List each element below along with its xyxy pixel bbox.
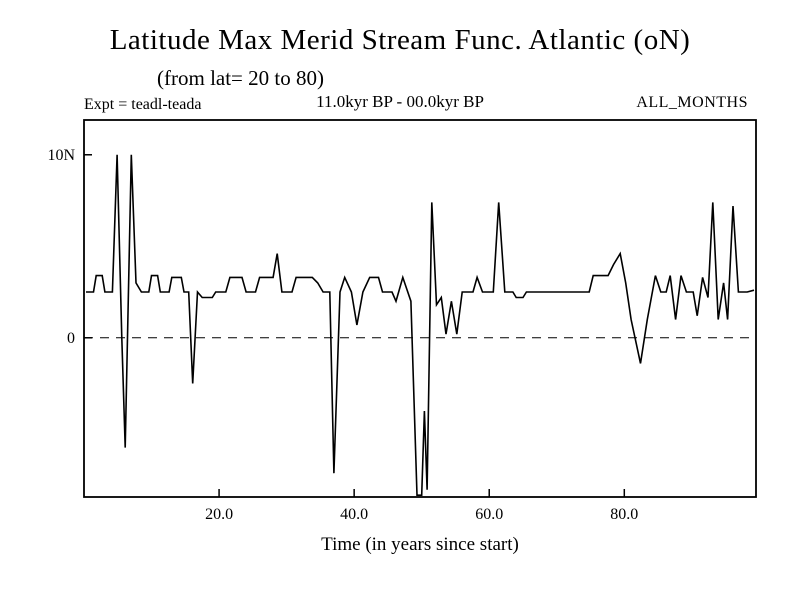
- x-tick-label: 80.0: [610, 506, 638, 523]
- y-tick-label: 10N: [47, 147, 75, 164]
- x-tick-label: 40.0: [340, 506, 368, 523]
- experiment-label: Expt = teadl-teada: [84, 96, 202, 113]
- chart-title: Latitude Max Merid Stream Func. Atlantic…: [109, 24, 691, 56]
- chart-subtitle: (from lat= 20 to 80): [157, 66, 324, 90]
- time-period-label: 11.0kyr BP - 00.0kyr BP: [316, 92, 484, 111]
- x-tick-label: 60.0: [475, 506, 503, 523]
- months-label: ALL_MONTHS: [636, 94, 748, 111]
- x-axis-title: Time (in years since start): [321, 534, 519, 555]
- y-tick-label: 0: [67, 330, 75, 347]
- x-tick-label: 20.0: [205, 506, 233, 523]
- plot-frame: [83, 119, 757, 498]
- data-line: [86, 154, 755, 497]
